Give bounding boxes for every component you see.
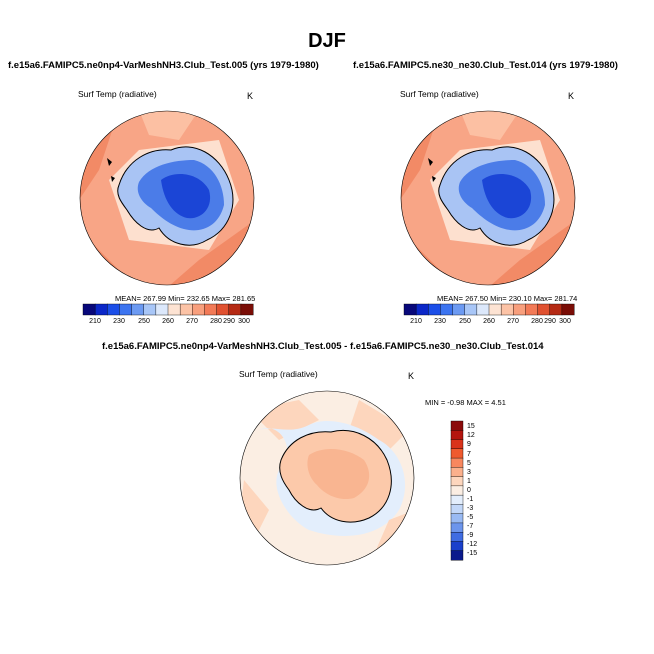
colorbar-swatch xyxy=(240,303,254,316)
colorbar-tick-label: 230 xyxy=(113,318,125,325)
colorbar-swatch xyxy=(513,303,526,316)
panel-2-polar-map xyxy=(400,110,576,286)
panel-1-units-label: K xyxy=(247,91,254,101)
colorbar-swatch xyxy=(450,476,464,487)
colorbar-swatch xyxy=(94,303,108,316)
panel-2-variable-label: Surf Temp (radiative) xyxy=(400,89,479,99)
colorbar-tick-label: 270 xyxy=(186,318,198,325)
colorbar-swatch xyxy=(450,522,464,533)
panel-2-colorbar-ticks: 210 230 250 260 270 280 290 300 xyxy=(404,318,574,328)
colorbar-tick-label: -1 xyxy=(467,496,474,503)
colorbar-swatch xyxy=(167,303,181,316)
colorbar-swatch xyxy=(537,303,551,316)
colorbar-swatch xyxy=(228,303,242,316)
colorbar-tick-label: 15 xyxy=(467,423,475,430)
colorbar-swatch xyxy=(450,420,464,431)
colorbar-tick-label: 300 xyxy=(559,318,571,325)
colorbar-swatch xyxy=(450,448,464,459)
colorbar-swatch xyxy=(155,303,169,316)
colorbar-tick-label: 12 xyxy=(467,432,475,439)
colorbar-swatch xyxy=(525,303,539,316)
colorbar-tick-label: 290 xyxy=(223,318,235,325)
colorbar-tick-label: 250 xyxy=(459,318,471,325)
colorbar-swatch xyxy=(549,303,563,316)
colorbar-swatch xyxy=(143,303,157,316)
colorbar-tick-label: -15 xyxy=(467,550,478,557)
colorbar-tick-label: 270 xyxy=(507,318,519,325)
colorbar-tick-label: 280 xyxy=(210,318,222,325)
colorbar-tick-label: -12 xyxy=(467,541,478,548)
colorbar-swatch xyxy=(179,303,193,316)
colorbar-tick-label: 5 xyxy=(467,460,471,467)
colorbar-swatch xyxy=(464,303,478,316)
colorbar-swatch xyxy=(192,303,205,316)
colorbar-swatch xyxy=(450,467,464,478)
panel-1-title: f.e15a6.FAMIPC5.ne0np4-VarMeshNH3.Club_T… xyxy=(8,60,319,71)
difference-colorbar-ticks: 15 12 9 7 5 3 1 0 -1 -3 -5 -7 -9 -12 -15 xyxy=(467,421,507,560)
colorbar-tick-label: 260 xyxy=(483,318,495,325)
colorbar-tick-label: 290 xyxy=(544,318,556,325)
colorbar-swatch xyxy=(107,303,120,316)
panel-2-units-label: K xyxy=(568,91,575,101)
difference-stats: MIN = -0.98 MAX = 4.51 xyxy=(425,398,506,407)
colorbar-tick-label: -5 xyxy=(467,514,474,521)
colorbar-swatch xyxy=(476,303,490,316)
colorbar-swatch xyxy=(450,550,464,561)
colorbar-swatch xyxy=(450,485,464,496)
colorbar-swatch xyxy=(450,513,464,524)
colorbar-tick-label: -3 xyxy=(467,505,474,512)
panel-1-stats: MEAN= 267.99 Min= 232.65 Max= 281.65 xyxy=(115,294,256,303)
colorbar-tick-label: -7 xyxy=(467,523,474,530)
difference-colorbar xyxy=(450,420,464,561)
colorbar-tick-label: 1 xyxy=(467,478,471,485)
colorbar-tick-label: 280 xyxy=(531,318,543,325)
colorbar-tick-label: 210 xyxy=(89,318,101,325)
figure-title: DJF xyxy=(308,30,346,52)
colorbar-swatch xyxy=(561,303,575,316)
panel-1-polar-map xyxy=(79,110,255,286)
panel-2-stats: MEAN= 267.50 Min= 230.10 Max= 281.74 xyxy=(437,294,578,303)
colorbar-tick-label: 260 xyxy=(162,318,174,325)
colorbar-swatch xyxy=(452,303,466,316)
colorbar-tick-label: 3 xyxy=(467,469,471,476)
colorbar-tick-label: 210 xyxy=(410,318,422,325)
colorbar-swatch xyxy=(216,303,230,316)
colorbar-swatch xyxy=(428,303,441,316)
colorbar-swatch xyxy=(488,303,502,316)
colorbar-tick-label: 250 xyxy=(138,318,150,325)
difference-units-label: K xyxy=(408,371,415,381)
colorbar-swatch xyxy=(450,457,464,468)
colorbar-swatch xyxy=(403,303,417,316)
colorbar-swatch xyxy=(500,303,514,316)
colorbar-tick-label: -9 xyxy=(467,532,474,539)
colorbar-swatch xyxy=(415,303,429,316)
colorbar-swatch xyxy=(450,430,464,441)
difference-polar-map xyxy=(239,390,415,566)
colorbar-swatch xyxy=(204,303,218,316)
colorbar-swatch xyxy=(450,531,464,542)
colorbar-tick-label: 230 xyxy=(434,318,446,325)
colorbar-swatch xyxy=(82,303,96,316)
colorbar-swatch xyxy=(119,303,133,316)
colorbar-swatch xyxy=(450,504,464,515)
colorbar-swatch xyxy=(450,439,464,450)
colorbar-swatch xyxy=(440,303,454,316)
colorbar-tick-label: 7 xyxy=(467,451,471,458)
colorbar-swatch xyxy=(450,494,464,505)
colorbar-tick-label: 9 xyxy=(467,441,471,448)
difference-panel-title: f.e15a6.FAMIPC5.ne0np4-VarMeshNH3.Club_T… xyxy=(102,341,544,352)
colorbar-swatch xyxy=(131,303,145,316)
panel-1-colorbar-ticks: 210 230 250 260 270 280 290 300 xyxy=(83,318,253,328)
panel-2-colorbar xyxy=(403,303,575,316)
panel-2-title: f.e15a6.FAMIPC5.ne30_ne30.Club_Test.014 … xyxy=(353,60,618,71)
colorbar-tick-label: 300 xyxy=(238,318,250,325)
difference-variable-label: Surf Temp (radiative) xyxy=(239,369,318,379)
panel-1-colorbar xyxy=(82,303,254,316)
panel-1-variable-label: Surf Temp (radiative) xyxy=(78,89,157,99)
colorbar-swatch xyxy=(450,541,464,552)
colorbar-tick-label: 0 xyxy=(467,487,471,494)
